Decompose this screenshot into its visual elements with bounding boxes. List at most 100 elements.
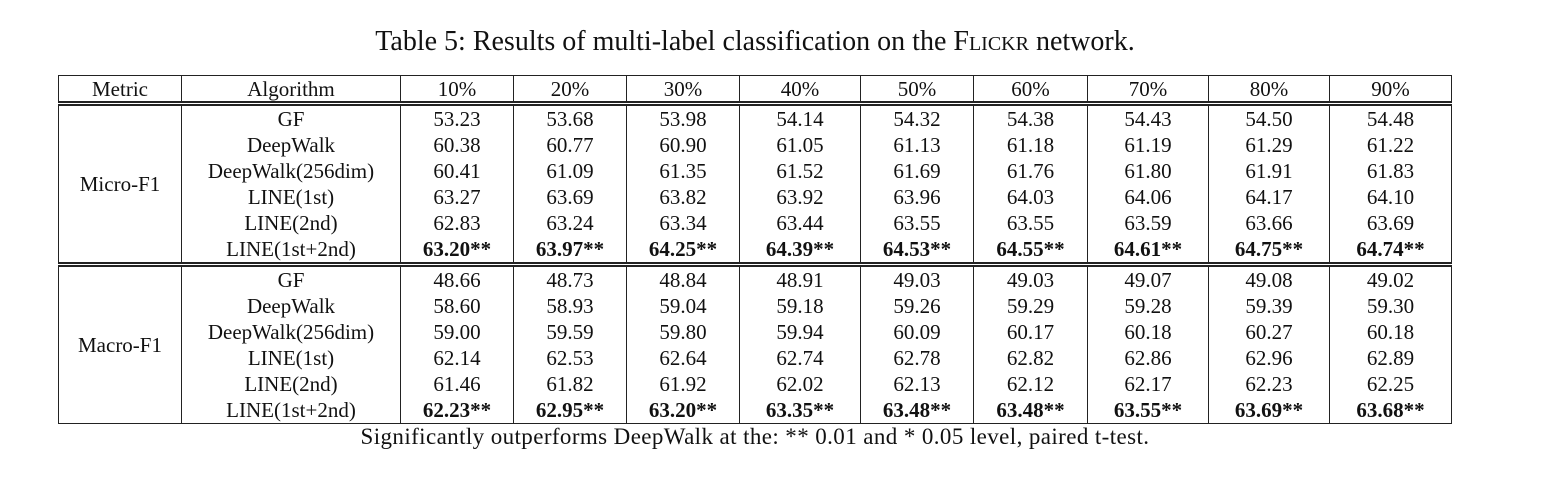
value-cell: 63.97** — [513, 236, 627, 265]
value-cell: 49.08 — [1208, 262, 1330, 293]
value-cell: 61.69 — [860, 158, 974, 184]
value-cell: 53.68 — [513, 103, 627, 132]
header-cell: 50% — [860, 75, 974, 106]
value-cell: 64.74** — [1329, 236, 1452, 265]
header-cell: Algorithm — [181, 75, 401, 106]
value-cell: 60.41 — [400, 158, 514, 184]
value-cell: 59.94 — [739, 319, 861, 345]
value-cell: 54.38 — [973, 103, 1088, 132]
value-cell: 64.61** — [1087, 236, 1209, 265]
value-cell: 63.96 — [860, 184, 974, 210]
value-cell: 59.59 — [513, 319, 627, 345]
algorithm-cell: GF — [181, 103, 401, 132]
value-cell: 58.60 — [400, 293, 514, 319]
value-cell: 63.66 — [1208, 210, 1330, 236]
metric-group: Micro-F1 GF 53.23 53.68 53.98 54.14 54.32 54.38… — [58, 103, 1452, 265]
value-cell: 61.05 — [739, 132, 861, 158]
algorithm-cell: GF — [181, 262, 401, 293]
header-cell: 30% — [626, 75, 740, 106]
value-cell: 54.48 — [1329, 103, 1452, 132]
table-caption: Table 5: Results of multi-label classifi… — [0, 26, 1510, 58]
value-cell: 62.23 — [1208, 371, 1330, 397]
value-cell: 63.44 — [739, 210, 861, 236]
value-cell: 61.83 — [1329, 158, 1452, 184]
algorithm-cell: LINE(1st) — [181, 345, 401, 371]
value-cell: 60.09 — [860, 319, 974, 345]
value-cell: 54.43 — [1087, 103, 1209, 132]
value-cell: 64.53** — [860, 236, 974, 265]
value-cell: 63.24 — [513, 210, 627, 236]
value-cell: 64.25** — [626, 236, 740, 265]
value-cell: 60.90 — [626, 132, 740, 158]
value-cell: 59.39 — [1208, 293, 1330, 319]
table-row: DeepWalk 60.38 60.77 60.90 61.05 61.13 61.18 61… — [59, 132, 1452, 158]
algorithm-cell: DeepWalk — [181, 132, 401, 158]
value-cell: 63.48** — [860, 397, 974, 424]
algorithm-cell: LINE(2nd) — [181, 371, 401, 397]
value-cell: 64.06 — [1087, 184, 1209, 210]
value-cell: 62.12 — [973, 371, 1088, 397]
footnote: Significantly outperforms DeepWalk at th… — [360, 424, 1150, 449]
value-cell: 62.17 — [1087, 371, 1209, 397]
value-cell: 61.13 — [860, 132, 974, 158]
value-cell: 62.14 — [400, 345, 514, 371]
table-row: LINE(2nd) 61.46 61.82 61.92 62.02 62.13 62.12 6… — [59, 371, 1452, 397]
value-cell: 64.03 — [973, 184, 1088, 210]
value-cell: 53.98 — [626, 103, 740, 132]
table-row: LINE(2nd) 62.83 63.24 63.34 63.44 63.55 63.55 6… — [59, 210, 1452, 236]
value-cell: 48.91 — [739, 262, 861, 293]
value-cell: 59.26 — [860, 293, 974, 319]
value-cell: 64.10 — [1329, 184, 1452, 210]
value-cell: 61.80 — [1087, 158, 1209, 184]
value-cell: 63.92 — [739, 184, 861, 210]
value-cell: 49.02 — [1329, 262, 1452, 293]
value-cell: 63.48** — [973, 397, 1088, 424]
value-cell: 48.84 — [626, 262, 740, 293]
table-row: LINE(1st+2nd) 62.23** 62.95** 63.20** 63.35*… — [59, 397, 1452, 424]
algorithm-cell: DeepWalk(256dim) — [181, 319, 401, 345]
value-cell: 58.93 — [513, 293, 627, 319]
value-cell: 54.50 — [1208, 103, 1330, 132]
value-cell: 49.03 — [973, 262, 1088, 293]
value-cell: 62.78 — [860, 345, 974, 371]
value-cell: 60.27 — [1208, 319, 1330, 345]
table-row: DeepWalk 58.60 58.93 59.04 59.18 59.26 59.29 59… — [59, 293, 1452, 319]
header-cell: 40% — [739, 75, 861, 106]
value-cell: 63.69 — [1329, 210, 1452, 236]
algorithm-cell: DeepWalk(256dim) — [181, 158, 401, 184]
value-cell: 63.68** — [1329, 397, 1452, 424]
value-cell: 63.55 — [860, 210, 974, 236]
algorithm-cell: LINE(1st) — [181, 184, 401, 210]
algorithm-cell: LINE(1st+2nd) — [181, 397, 401, 424]
algorithm-cell: LINE(1st+2nd) — [181, 236, 401, 265]
header-cell: Metric — [58, 75, 182, 106]
value-cell: 59.04 — [626, 293, 740, 319]
value-cell: 60.77 — [513, 132, 627, 158]
value-cell: 60.18 — [1087, 319, 1209, 345]
value-cell: 62.23** — [400, 397, 514, 424]
value-cell: 61.46 — [400, 371, 514, 397]
value-cell: 59.29 — [973, 293, 1088, 319]
table-row: Micro-F1 GF 53.23 53.68 53.98 54.14 54.32 54.38… — [58, 103, 1452, 265]
value-cell: 62.82 — [973, 345, 1088, 371]
caption-suffix: network. — [1035, 26, 1135, 57]
value-cell: 63.59 — [1087, 210, 1209, 236]
value-cell: 64.55** — [973, 236, 1088, 265]
value-cell: 59.30 — [1329, 293, 1452, 319]
value-cell: 62.74 — [739, 345, 861, 371]
value-cell: 61.19 — [1087, 132, 1209, 158]
value-cell: 62.02 — [739, 371, 861, 397]
metric-cell: Macro-F1 — [58, 262, 182, 424]
value-cell: 62.96 — [1208, 345, 1330, 371]
header-cell: 10% — [400, 75, 514, 106]
table-row: Macro-F1 GF 48.66 48.73 48.84 48.91 49.03 49.03… — [58, 262, 1452, 424]
value-cell: 61.22 — [1329, 132, 1452, 158]
table-row: DeepWalk(256dim) 59.00 59.59 59.80 59.94 60.0… — [59, 319, 1452, 345]
metric-cell: Micro-F1 — [58, 103, 182, 265]
value-cell: 62.89 — [1329, 345, 1452, 371]
value-cell: 61.82 — [513, 371, 627, 397]
value-cell: 61.91 — [1208, 158, 1330, 184]
table-row: LINE(1st) 63.27 63.69 63.82 63.92 63.96 64.03 6… — [59, 184, 1452, 210]
table-row: LINE(1st+2nd) 63.20** 63.97** 64.25** 64.39*… — [59, 236, 1452, 265]
value-cell: 63.20** — [626, 397, 740, 424]
